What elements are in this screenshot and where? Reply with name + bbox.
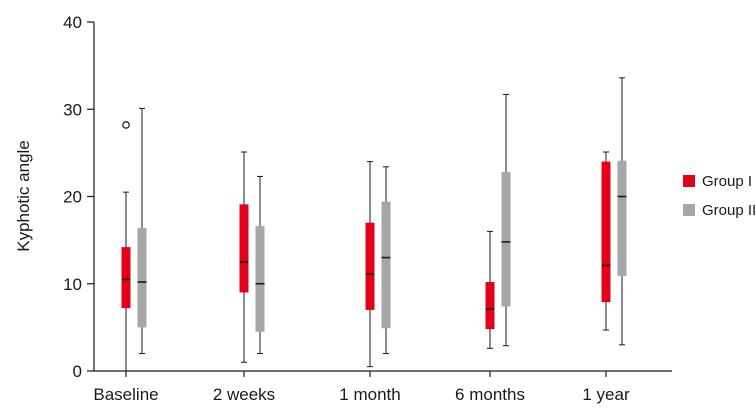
iqr-box — [121, 247, 131, 309]
box-group-ii — [381, 166, 391, 355]
legend-swatch — [683, 204, 695, 216]
box-group-ii — [255, 175, 265, 355]
iqr-box — [381, 201, 391, 329]
y-tick-label: 30 — [63, 100, 82, 119]
box-group-i — [239, 151, 249, 363]
iqr-box — [601, 161, 611, 303]
y-tick-label: 10 — [63, 275, 82, 294]
x-tick-label: 2 weeks — [213, 385, 275, 404]
y-tick-label: 0 — [73, 362, 82, 381]
iqr-box — [617, 160, 627, 276]
box-group-ii — [137, 107, 147, 355]
box-group-i — [121, 121, 131, 372]
iqr-box — [365, 222, 375, 310]
iqr-box — [255, 226, 265, 332]
x-tick-label: 6 months — [455, 385, 525, 404]
y-ticks: 0 10 20 30 40 — [63, 13, 94, 381]
legend-label: Group I — [702, 173, 752, 190]
legend-swatch — [683, 175, 695, 187]
x-tick-label: 1 year — [582, 385, 630, 404]
box-group-ii — [617, 77, 627, 346]
x-ticks: Baseline 2 weeks 1 month 6 months 1 year — [93, 371, 630, 404]
legend: Group I Group II — [683, 173, 756, 219]
outlier-point — [122, 121, 130, 129]
x-tick-label: Baseline — [93, 385, 158, 404]
box-group-i — [485, 230, 495, 349]
y-tick-label: 20 — [63, 188, 82, 207]
boxes — [121, 77, 627, 372]
iqr-box — [137, 227, 147, 328]
legend-label: Group II — [702, 202, 756, 219]
x-tick-label: 1 month — [339, 385, 400, 404]
y-tick-label: 40 — [63, 13, 82, 32]
box-group-i — [601, 151, 611, 331]
iqr-box — [239, 204, 249, 293]
y-axis-title: Kyphotic angle — [14, 140, 33, 252]
iqr-box — [501, 172, 511, 307]
box-group-ii — [501, 93, 511, 347]
box-group-i — [365, 161, 375, 368]
iqr-box — [485, 282, 495, 330]
